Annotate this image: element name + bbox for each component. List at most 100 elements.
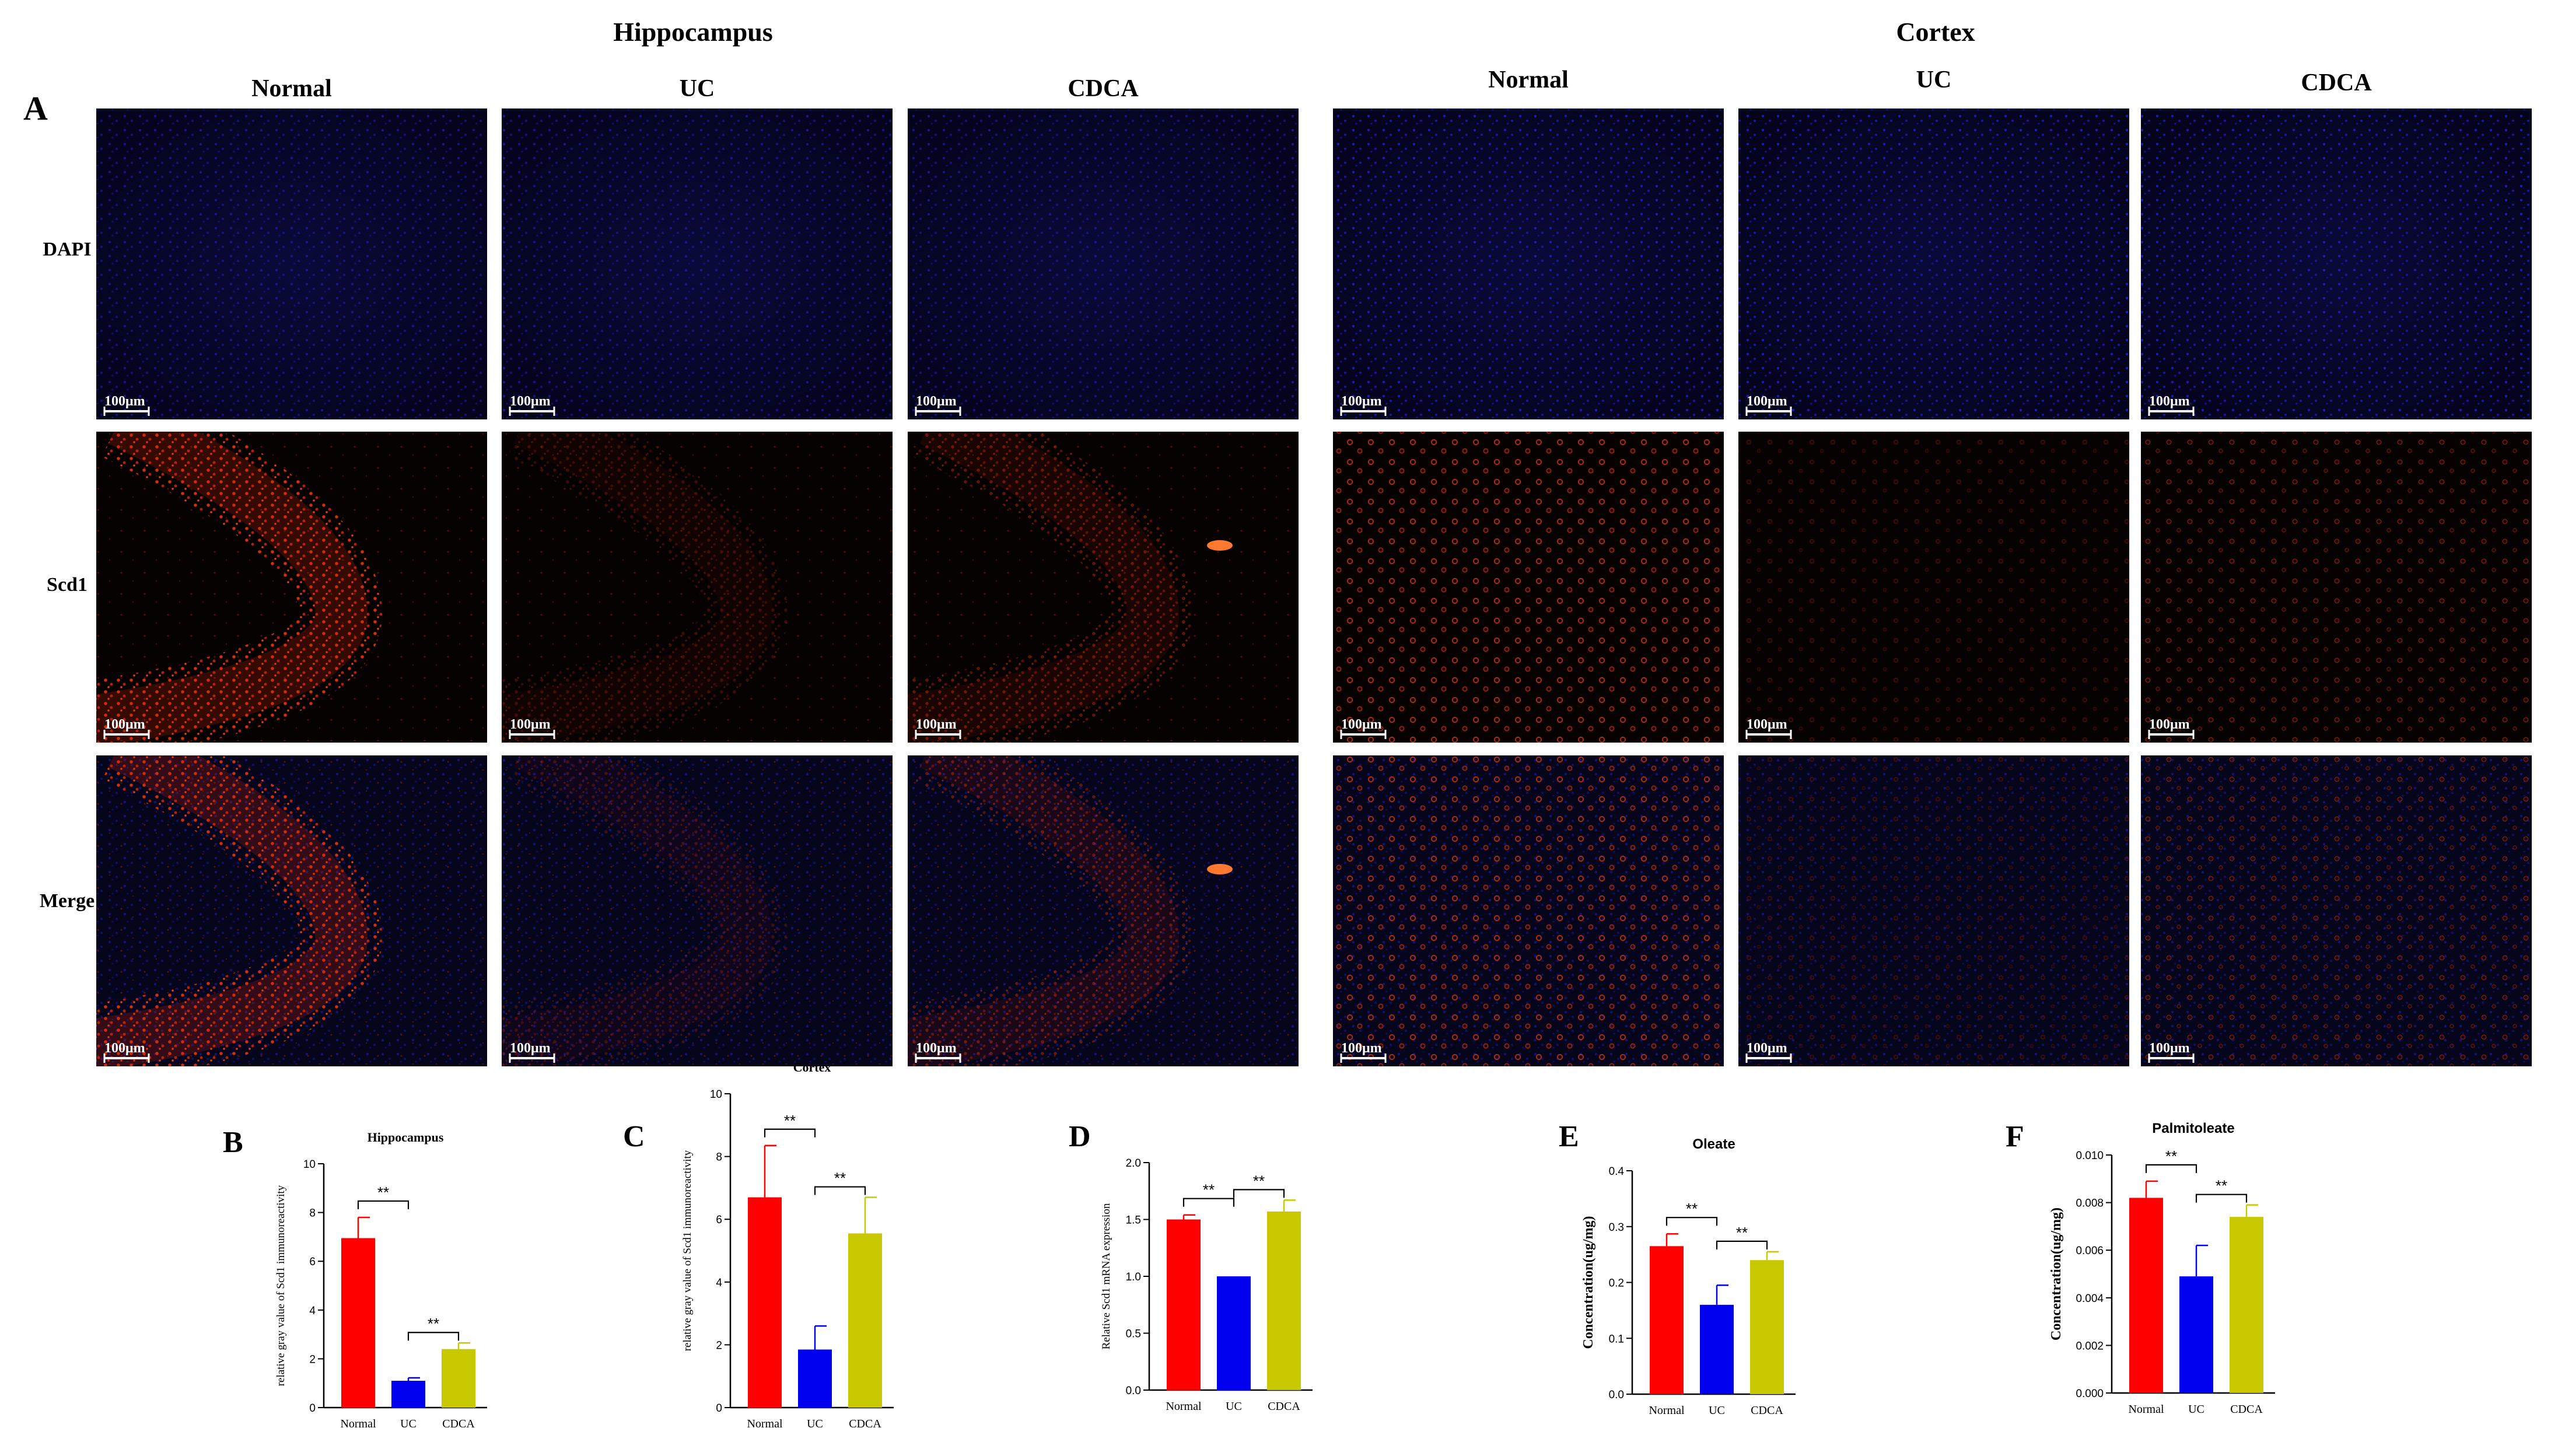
bar-uc xyxy=(391,1381,425,1408)
significance-label: ** xyxy=(2165,1147,2177,1165)
x-tick-label: CDCA xyxy=(849,1418,881,1430)
significance-label: ** xyxy=(1253,1172,1265,1189)
micrograph-dapi-4: 100μm xyxy=(1738,108,2129,419)
significance-bracket xyxy=(357,1200,410,1209)
y-tick-label: 0.0 xyxy=(1609,1389,1624,1401)
bar-cdca xyxy=(1750,1260,1784,1394)
micrograph-dapi-3: 100μm xyxy=(1333,108,1724,419)
chart-f: F Palmitoleate 0.000 0.002 0.004 0.006 0.008 0.… xyxy=(2006,1120,2275,1416)
significance-bracket xyxy=(1665,1217,1718,1226)
bar-normal xyxy=(1167,1219,1201,1390)
micrograph-scd1-0: 100μm xyxy=(96,432,487,743)
y-tick-label: 2.0 xyxy=(1126,1157,1141,1170)
bar-cdca xyxy=(1267,1211,1301,1390)
x-tick-label: UC xyxy=(1709,1404,1725,1417)
region-label-hippocampus: Hippocampus xyxy=(613,17,773,47)
micrograph-dapi-2: 100μm xyxy=(908,108,1299,419)
significance-label: ** xyxy=(784,1112,796,1129)
x-tick-label: UC xyxy=(807,1418,823,1430)
y-tick-label: 0.010 xyxy=(2076,1150,2104,1162)
group-label-normal: Normal xyxy=(1488,66,1569,93)
scale-bar-label: 100μm xyxy=(510,717,551,732)
significance-bracket xyxy=(2145,1164,2197,1173)
significance-label: ** xyxy=(1686,1200,1698,1217)
scale-bar-label: 100μm xyxy=(1747,394,1787,409)
x-tick-label: Normal xyxy=(1166,1400,1202,1413)
scale-bar-label: 100μm xyxy=(1747,717,1787,732)
scale-bar-label: 100μm xyxy=(916,394,957,409)
significance-bracket xyxy=(2195,1194,2248,1203)
x-tick-label: Normal xyxy=(1649,1404,1685,1417)
scale-bar-label: 100μm xyxy=(1341,1041,1382,1056)
micrograph-dapi-5: 100μm xyxy=(2141,108,2532,419)
significance-bracket xyxy=(764,1128,816,1138)
chart-b: B Hippocampus 0 2 4 6 8 10 relative gray value o… xyxy=(223,1126,487,1430)
y-tick-label: 0.008 xyxy=(2076,1198,2104,1210)
micrograph-grid: Normal UC CDCA Normal UC CDCA DAPI Scd1 Merge 100… xyxy=(40,66,2532,1066)
y-axis-label: Relative Scd1 mRNA expression xyxy=(1100,1203,1112,1349)
micrograph-scd1-2: 100μm xyxy=(908,432,1299,743)
x-tick-label: CDCA xyxy=(1268,1400,1300,1413)
micrograph-merge-2: 100μm xyxy=(908,755,1299,1066)
region-label-cortex: Cortex xyxy=(1896,17,1975,47)
y-tick-label: 0.3 xyxy=(1609,1222,1624,1234)
y-axis-label: relative gray value of Scd1 immunoreacti… xyxy=(681,1150,694,1351)
bar-normal xyxy=(341,1238,375,1408)
y-tick-label: 8 xyxy=(309,1208,316,1220)
bar-uc xyxy=(798,1349,832,1408)
scale-bar-label: 100μm xyxy=(2149,394,2190,409)
panel-a: A Hippocampus Cortex Normal UC CDCA Normal U… xyxy=(23,17,2532,1066)
bar-normal xyxy=(748,1197,782,1408)
significance-label: ** xyxy=(428,1315,439,1332)
scale-bar-label: 100μm xyxy=(104,1041,145,1056)
chart-title: Hippocampus xyxy=(368,1130,444,1144)
bar-normal xyxy=(2129,1198,2163,1393)
y-tick-label: 0.4 xyxy=(1609,1166,1625,1178)
bar-uc xyxy=(1217,1276,1251,1390)
bar-charts: B Hippocampus 0 2 4 6 8 10 relative gray value o… xyxy=(223,1060,2275,1430)
micrograph-scd1-1: 100μm xyxy=(502,432,893,743)
micrograph-dapi-1: 100μm xyxy=(502,108,893,419)
row-label-dapi: DAPI xyxy=(43,239,91,260)
x-tick-label: UC xyxy=(1226,1400,1242,1413)
bar-cdca xyxy=(442,1349,475,1408)
micrograph-dapi-0: 100μm xyxy=(96,108,487,419)
chart-title: Oleate xyxy=(1692,1136,1735,1152)
y-tick-label: 2 xyxy=(309,1353,316,1366)
x-tick-label: Normal xyxy=(747,1418,783,1430)
x-tick-label: CDCA xyxy=(2230,1403,2263,1416)
significance-label: ** xyxy=(377,1184,389,1201)
micrograph-merge-0: 100μm xyxy=(96,755,487,1066)
chart-c: C Cortex 0 2 4 6 8 10 relative gray value of Scd… xyxy=(623,1060,894,1430)
y-tick-label: 1.0 xyxy=(1126,1271,1141,1283)
scale-bar-label: 100μm xyxy=(2149,717,2190,732)
scale-bar-label: 100μm xyxy=(1341,717,1382,732)
group-label-cdca: CDCA xyxy=(2301,69,2372,96)
micrograph-merge-3: 100μm xyxy=(1333,755,1724,1066)
y-tick-label: 0.5 xyxy=(1126,1328,1141,1340)
panel-letter-c: C xyxy=(623,1120,645,1153)
bar-cdca xyxy=(2230,1217,2263,1393)
scale-bar-label: 100μm xyxy=(1341,394,1382,409)
significance-label: ** xyxy=(2216,1177,2227,1195)
panel-letter-a: A xyxy=(23,89,48,127)
x-tick-label: Normal xyxy=(2128,1403,2164,1416)
significance-label: ** xyxy=(1203,1181,1215,1199)
x-tick-label: CDCA xyxy=(442,1418,475,1430)
row-label-merge: Merge xyxy=(40,890,95,912)
row-label-scd1: Scd1 xyxy=(47,574,88,596)
y-tick-label: 0.1 xyxy=(1609,1333,1624,1345)
y-tick-label: 4 xyxy=(716,1277,722,1289)
micrograph-scd1-4: 100μm xyxy=(1738,432,2129,743)
group-label-normal: Normal xyxy=(251,75,332,102)
group-label-cdca: CDCA xyxy=(1068,75,1139,102)
chart-e: E Oleate 0.0 0.1 0.2 0.3 0.4 Concentration(ug/m… xyxy=(1559,1120,1796,1417)
significance-bracket xyxy=(1716,1240,1768,1250)
significance-bracket xyxy=(1182,1198,1235,1207)
chart-title: Cortex xyxy=(793,1060,831,1074)
significance-bracket xyxy=(1233,1189,1285,1198)
micrograph-merge-5: 100μm xyxy=(2141,755,2532,1066)
chart-title: Palmitoleate xyxy=(2152,1121,2234,1136)
y-tick-label: 10 xyxy=(710,1088,722,1101)
